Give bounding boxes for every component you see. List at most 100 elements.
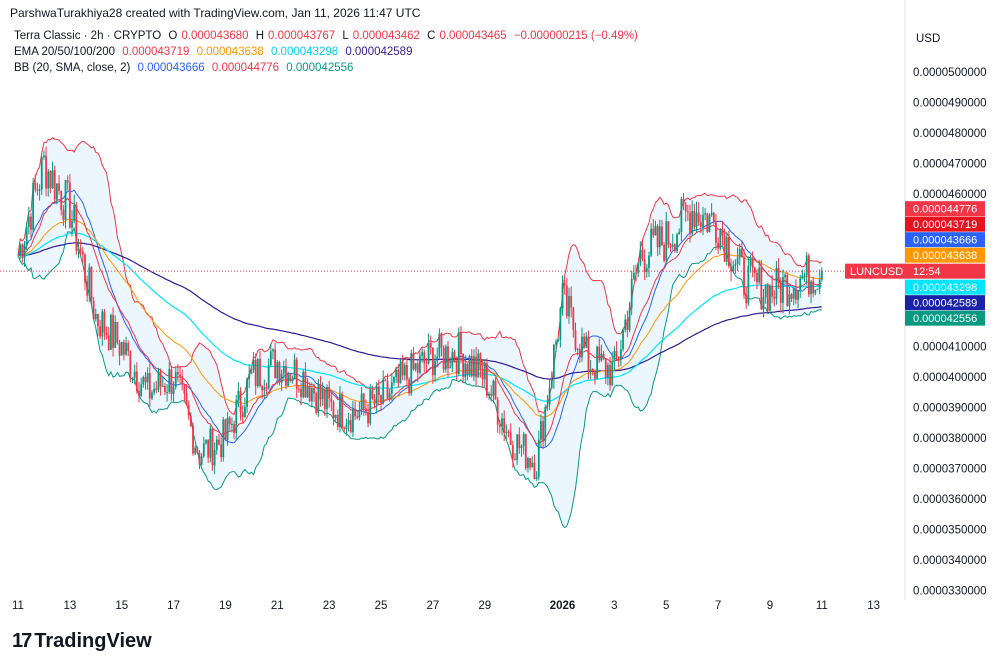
candle-body [810, 281, 812, 295]
candle-body [673, 244, 676, 252]
price-badge [905, 201, 985, 217]
candle-body [609, 364, 611, 386]
candle-body [464, 363, 467, 377]
candle-body [481, 368, 484, 380]
price-badge [905, 232, 985, 248]
candle-body [45, 155, 47, 189]
candle-body [194, 447, 197, 454]
candle-body [289, 374, 292, 381]
candle-body [648, 255, 650, 269]
tradingview-logo[interactable]: 17 TradingView [12, 630, 152, 653]
candle-body [347, 420, 350, 425]
price-tick-label: 0.0000460000 [913, 189, 987, 201]
candle-body [753, 267, 756, 273]
candle-body [658, 226, 661, 248]
candle-body [185, 393, 188, 405]
candle-body [291, 379, 294, 381]
price-tick-label: 0.0000370000 [913, 464, 987, 476]
candle-body [483, 362, 486, 380]
candle-body [805, 255, 808, 276]
candle-body [183, 384, 186, 394]
ema-name: EMA 20/50/100/200 [14, 46, 116, 58]
symbol-legend: Terra Classic · 2h · CRYPTO O 0.000043680… [14, 30, 642, 42]
candle-body [23, 244, 26, 259]
candle-body [451, 352, 454, 367]
candle-body [591, 368, 594, 372]
candle-body [397, 369, 400, 384]
candle-body [276, 362, 279, 379]
price-badge [905, 310, 985, 326]
candle-body [617, 356, 620, 359]
candle-body [285, 366, 287, 386]
candle-body [213, 450, 216, 466]
price-tick-label: 0.0000490000 [913, 98, 987, 110]
price-badge [905, 247, 985, 263]
candle-body [762, 297, 765, 310]
candle-body [576, 349, 579, 351]
bollinger-bands [17, 136, 823, 529]
candle-body [395, 369, 398, 378]
price-axis[interactable]: 0.0000500000 0.0000490000 0.0000480000 0.00… [913, 67, 987, 598]
candle-body [34, 183, 37, 190]
candle-body [498, 424, 501, 427]
candle-body [280, 373, 283, 383]
candle-body [756, 272, 758, 283]
candle-body [377, 386, 380, 395]
candle-body [345, 424, 348, 429]
candle-body [99, 326, 102, 337]
candle-body [509, 432, 512, 445]
candle-body [172, 386, 175, 394]
bb-upper-line [17, 136, 823, 416]
candle-body [77, 248, 80, 251]
candle-body [630, 278, 633, 309]
candle-body [416, 363, 419, 373]
candle-body [144, 376, 147, 383]
candle-body [667, 221, 670, 245]
candle-body [205, 439, 207, 444]
candle-body [678, 231, 681, 235]
candle-body [97, 313, 99, 327]
candle-body [233, 424, 235, 434]
price-tick-label: 0.0000400000 [913, 372, 987, 384]
candle-body [529, 458, 532, 468]
time-tick-label: 13 [867, 600, 880, 612]
time-axis[interactable]: 11 13 15 17 19 21 23 25 27 29 2026 3 5 7 9 11 13 [12, 600, 880, 612]
candle-body [546, 404, 549, 407]
candle-body [537, 439, 540, 478]
candle-body [133, 371, 136, 378]
candle-body [298, 388, 300, 390]
candle-body [254, 359, 257, 387]
candle-body [30, 216, 32, 230]
candle-body [211, 428, 214, 466]
candle-body [479, 353, 482, 369]
candle-body [522, 434, 525, 447]
candle-body [578, 349, 581, 358]
candle-body [740, 248, 743, 258]
candle-body [235, 400, 238, 434]
candle-body [715, 222, 717, 243]
candle-body [598, 346, 601, 361]
candle-body [187, 404, 190, 416]
candle-body [228, 417, 231, 425]
candle-body [799, 278, 802, 290]
candle-body [628, 308, 631, 330]
candle-body [423, 352, 426, 363]
ema50-line [17, 218, 822, 418]
candle-body [751, 259, 754, 268]
candle-body [198, 452, 201, 465]
candle-body [615, 351, 618, 357]
candle-body [388, 393, 391, 399]
candle-body [766, 284, 769, 311]
high-value: 0.000043767 [268, 30, 336, 42]
candle-body [795, 288, 797, 300]
candle-body [339, 394, 341, 428]
open-value: 0.000043680 [181, 30, 249, 42]
candle-body [53, 170, 56, 200]
candle-body [207, 439, 210, 458]
currency-label[interactable]: USD [916, 33, 940, 45]
candle-body [431, 347, 434, 376]
candle-body [421, 352, 423, 356]
candle-body [468, 355, 471, 375]
candle-body [779, 283, 782, 303]
